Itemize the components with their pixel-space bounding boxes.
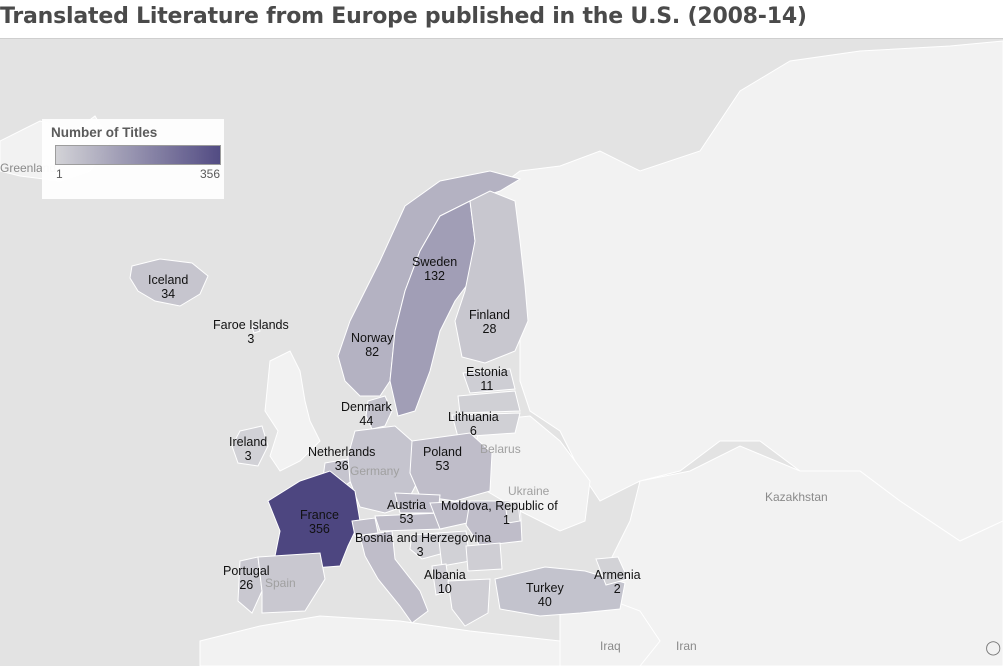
country-value: 3 <box>416 545 424 559</box>
country-spain[interactable] <box>257 552 326 614</box>
country-value: 40 <box>537 595 552 609</box>
country-value: 3 <box>247 332 255 346</box>
country-label: Faroe Islands 3 <box>213 318 289 346</box>
country-name: Faroe Islands <box>213 318 289 332</box>
country-bulgaria[interactable] <box>465 542 503 572</box>
country-label: Albania 10 <box>424 568 466 596</box>
country-name: Estonia <box>466 365 508 379</box>
country-label: Moldova, Republic of 1 <box>441 499 558 527</box>
north-africa-landmass <box>199 615 641 666</box>
country-value: 82 <box>365 345 380 359</box>
country-finland[interactable] <box>454 190 529 364</box>
country-value: 28 <box>482 322 497 336</box>
uk-landmass <box>264 350 321 472</box>
country-label: Netherlands 36 <box>308 445 375 473</box>
country-value: 2 <box>613 582 621 596</box>
country-iceland[interactable] <box>129 258 209 307</box>
country-name: Netherlands <box>308 445 376 459</box>
country-name: Moldova, Republic of <box>441 499 558 513</box>
map-title: Translated Literature from Europe publis… <box>0 4 807 29</box>
map-view[interactable]: Greenland Kazakhstan Germany Belarus Ukr… <box>0 38 1003 666</box>
country-france[interactable] <box>267 470 361 570</box>
country-name: Poland <box>423 445 462 459</box>
country-label: Turkey 40 <box>526 581 564 609</box>
country-estonia[interactable] <box>462 368 516 394</box>
country-name: France <box>300 508 339 522</box>
legend-max-value: 356 <box>199 167 220 181</box>
country-name: Austria <box>387 498 426 512</box>
country-poland[interactable] <box>409 432 493 502</box>
background-label-belarus: Belarus <box>480 442 521 456</box>
country-armenia[interactable] <box>595 556 629 586</box>
country-latvia[interactable] <box>457 390 521 414</box>
country-name: Bosnia and Herzegovina <box>355 531 492 545</box>
country-value: 53 <box>399 512 414 526</box>
country-value: 356 <box>309 522 330 536</box>
country-value: 132 <box>424 269 446 283</box>
country-lithuania[interactable] <box>451 412 521 438</box>
country-name: Finland <box>469 308 510 322</box>
country-value: 53 <box>435 459 450 473</box>
background-label-ukraine: Ukraine <box>508 484 550 498</box>
country-label: Bosnia and Herzegovina 3 <box>355 531 491 559</box>
country-name: Ireland <box>229 435 268 449</box>
country-name: Denmark <box>341 400 392 414</box>
country-value: 26 <box>239 578 254 592</box>
country-value: 6 <box>469 424 477 438</box>
country-label: Estonia 11 <box>466 365 508 393</box>
country-ireland[interactable] <box>231 425 269 467</box>
country-label: Austria 53 <box>387 498 426 526</box>
country-value: 11 <box>480 379 494 393</box>
country-germany[interactable] <box>347 425 419 514</box>
country-name: Albania <box>424 568 466 582</box>
country-turkey[interactable] <box>494 566 626 617</box>
country-label: Lithuania 6 <box>448 410 499 438</box>
country-value: 3 <box>244 449 252 463</box>
country-name: Sweden <box>412 255 458 269</box>
legend-title: Number of Titles <box>51 125 158 140</box>
country-bosnia-and-herzegovina[interactable] <box>409 532 445 560</box>
country-value: 36 <box>334 459 349 473</box>
country-portugal[interactable] <box>237 556 263 614</box>
country-name: Turkey <box>526 581 564 595</box>
country-name: Norway <box>351 331 394 345</box>
background-label-iraq: Iraq <box>600 639 621 653</box>
country-label: Norway 82 <box>351 331 393 359</box>
country-label: Finland 28 <box>469 308 510 336</box>
country-label: Denmark 44 <box>341 400 392 428</box>
background-label-germany: Germany <box>350 464 400 478</box>
country-moldova[interactable] <box>504 500 521 524</box>
country-value: 10 <box>437 582 452 596</box>
country-value: 34 <box>161 287 176 301</box>
country-label: Iceland 34 <box>148 273 188 301</box>
background-label-spain: Spain <box>265 576 296 590</box>
country-value: 44 <box>359 414 374 428</box>
country-label: Armenia 2 <box>594 568 641 596</box>
legend: Number of Titles 1 356 <box>42 119 224 199</box>
country-name: Iceland <box>148 273 189 287</box>
country-label: Poland 53 <box>423 445 462 473</box>
country-name: Portugal <box>223 564 270 578</box>
country-italy[interactable] <box>359 530 429 624</box>
country-label: Portugal 26 <box>223 564 270 592</box>
background-label-kazakhstan: Kazakhstan <box>765 490 828 504</box>
country-label: Ireland 3 <box>229 435 267 463</box>
country-label: France 356 <box>300 508 339 536</box>
background-label-iran: Iran <box>676 639 697 653</box>
country-name: Lithuania <box>448 410 499 424</box>
country-name: Armenia <box>594 568 641 582</box>
legend-color-ramp <box>55 145 221 165</box>
country-denmark[interactable] <box>365 395 393 430</box>
map-canvas[interactable] <box>0 39 1003 666</box>
country-faroe-islands[interactable] <box>251 324 261 334</box>
country-greece[interactable] <box>447 578 491 627</box>
country-value: 1 <box>503 513 510 527</box>
country-label: Sweden 132 <box>412 255 457 283</box>
legend-min-value: 1 <box>56 167 63 181</box>
map-search-icon[interactable]: ◯ <box>985 639 1001 655</box>
